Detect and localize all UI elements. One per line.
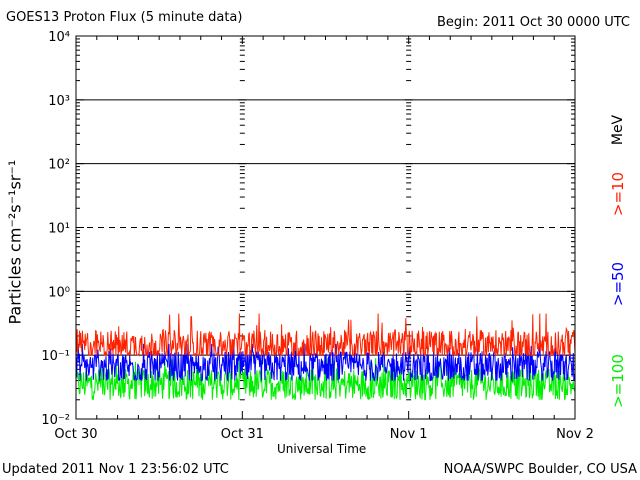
y-tick-label: 10⁻² bbox=[41, 413, 70, 428]
x-tick-label: Oct 31 bbox=[221, 427, 264, 442]
y-tick-label: 10³ bbox=[48, 94, 70, 109]
x-tick-label: Nov 2 bbox=[556, 427, 594, 442]
legend-item-10mev: >=10 bbox=[609, 171, 627, 217]
source-credit: NOAA/SWPC Boulder, CO USA bbox=[443, 462, 637, 477]
x-tick-label: Oct 30 bbox=[54, 427, 97, 442]
series-layer bbox=[75, 313, 576, 401]
y-tick-labels: 10⁴ 10³ 10² 10¹ 10⁰ 10⁻¹ 10⁻² bbox=[41, 30, 70, 428]
y-tick-label: 10² bbox=[48, 158, 70, 173]
series-line-50mev bbox=[75, 343, 576, 383]
updated-timestamp: Updated 2011 Nov 1 23:56:02 UTC bbox=[2, 462, 229, 477]
chart-title: GOES13 Proton Flux (5 minute data) bbox=[6, 10, 243, 25]
y-tick-label: 10¹ bbox=[48, 222, 70, 237]
x-tick-label: Nov 1 bbox=[390, 427, 428, 442]
legend-item-50mev: >=50 bbox=[609, 261, 627, 307]
x-axis-label: Universal Time bbox=[277, 442, 367, 456]
y-tick-label: 10⁴ bbox=[48, 30, 70, 45]
x-tick-labels: Oct 30 Oct 31 Nov 1 Nov 2 bbox=[54, 427, 593, 442]
series-line-10mev bbox=[75, 313, 576, 357]
y-axis-label: Particles cm⁻²s⁻¹sr⁻¹ bbox=[5, 159, 25, 325]
legend-item-100mev: >=100 bbox=[609, 354, 627, 408]
y-tick-label: 10⁰ bbox=[48, 285, 70, 300]
y-tick-label: 10⁻¹ bbox=[41, 349, 70, 364]
begin-time: Begin: 2011 Oct 30 0000 UTC bbox=[436, 15, 630, 30]
plot-frame bbox=[75, 35, 576, 420]
legend-unit: MeV bbox=[610, 114, 626, 146]
